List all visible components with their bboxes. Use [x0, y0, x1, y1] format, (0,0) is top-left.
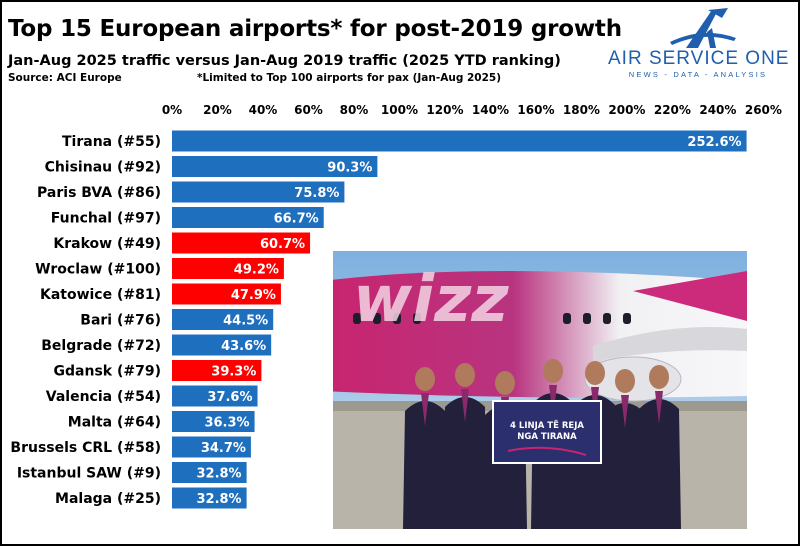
aircraft-tail — [633, 271, 747, 321]
crew-member — [603, 369, 647, 529]
category-label: Krakow (#49) — [53, 236, 161, 252]
banner-line-1: 4 LINJA TË REJA — [510, 420, 584, 431]
bar-value-label: 252.6% — [687, 135, 741, 150]
bar — [172, 232, 311, 254]
category-label: Funchal (#97) — [51, 211, 161, 227]
category-label: Bari (#76) — [80, 313, 161, 329]
x-tick-label: 140% — [472, 103, 509, 117]
bar-value-label: 39.3% — [211, 365, 256, 380]
bar-value-label: 32.8% — [196, 492, 241, 507]
bar — [172, 156, 378, 177]
chart-footnote: *Limited to Top 100 airports for pax (Ja… — [197, 72, 502, 84]
chart-source: Source: ACI Europe — [8, 72, 122, 84]
x-tick-label: 100% — [381, 103, 418, 117]
wizz-livery-text: wizz — [353, 263, 509, 337]
bar — [172, 309, 274, 330]
bar-value-label: 66.7% — [274, 212, 319, 227]
bar-value-label: 44.5% — [223, 314, 268, 329]
x-tick-label: 120% — [426, 103, 463, 117]
category-label: Chisinau (#92) — [45, 160, 161, 176]
crew-member — [403, 367, 447, 529]
bar — [172, 130, 747, 152]
category-label: Malaga (#25) — [55, 491, 161, 507]
category-label: Gdansk (#79) — [54, 364, 161, 380]
category-label: Brussels CRL (#58) — [10, 440, 161, 456]
logo-tagline: NEWS - DATA - ANALYSIS — [628, 70, 768, 79]
category-label: Wroclaw (#100) — [35, 262, 161, 278]
bar-value-label: 75.8% — [294, 186, 339, 201]
bar-value-label: 34.7% — [201, 441, 246, 456]
category-label: Malta (#64) — [68, 415, 161, 431]
x-tick-label: 240% — [699, 103, 736, 117]
bar — [172, 487, 247, 509]
bar — [172, 462, 247, 483]
plane-mark-icon — [670, 8, 736, 48]
category-label: Tirana (#55) — [62, 134, 161, 150]
bar — [172, 411, 255, 432]
category-label: Istanbul SAW (#9) — [17, 466, 161, 482]
bar-value-label: 47.9% — [231, 288, 276, 303]
bar-value-label: 43.6% — [221, 339, 266, 354]
wizz-air-crew-photo: wizz 4 LINJA TË REJA NGA TIRANA — [333, 251, 747, 529]
bar — [172, 207, 324, 228]
route-banner: 4 LINJA TË REJA NGA TIRANA — [492, 400, 602, 464]
banner-line-2: NGA TIRANA — [517, 432, 577, 442]
bar — [172, 436, 251, 458]
air-service-one-logo: AIR SERVICE ONE NEWS - DATA - ANALYSIS — [608, 8, 788, 80]
category-label: Valencia (#54) — [46, 389, 161, 405]
x-tick-label: 20% — [203, 103, 232, 117]
logo-name: AIR SERVICE ONE — [608, 48, 790, 69]
bar-value-label: 37.6% — [207, 390, 252, 405]
bar-value-label: 49.2% — [234, 263, 279, 278]
bar — [172, 258, 284, 279]
crew-member — [443, 363, 487, 529]
x-tick-label: 220% — [654, 103, 691, 117]
category-label: Belgrade (#72) — [41, 338, 161, 354]
x-tick-label: 260% — [745, 103, 782, 117]
bar — [172, 360, 262, 381]
x-tick-label: 60% — [294, 103, 323, 117]
bar — [172, 334, 272, 356]
x-tick-label: 200% — [608, 103, 645, 117]
aircraft-wing — [593, 327, 747, 361]
category-label: Paris BVA (#86) — [37, 185, 161, 201]
cabin-windows — [353, 313, 631, 324]
chart-subtitle: Jan-Aug 2025 traffic versus Jan-Aug 2019… — [8, 53, 561, 69]
bar — [172, 385, 258, 407]
x-tick-label: 180% — [563, 103, 600, 117]
bar-value-label: 36.3% — [204, 416, 249, 431]
crew-member — [637, 365, 681, 529]
x-tick-label: 160% — [517, 103, 554, 117]
x-tick-label: 40% — [249, 103, 278, 117]
bar-value-label: 90.3% — [327, 161, 372, 176]
bar-value-label: 60.7% — [260, 237, 305, 252]
bar — [172, 283, 281, 305]
bar — [172, 181, 345, 203]
bar-value-label: 32.8% — [196, 467, 241, 482]
x-tick-label: 80% — [340, 103, 369, 117]
category-label: Katowice (#81) — [40, 287, 161, 303]
x-tick-label: 0% — [162, 103, 182, 117]
chart-title: Top 15 European airports* for post-2019 … — [8, 16, 622, 42]
